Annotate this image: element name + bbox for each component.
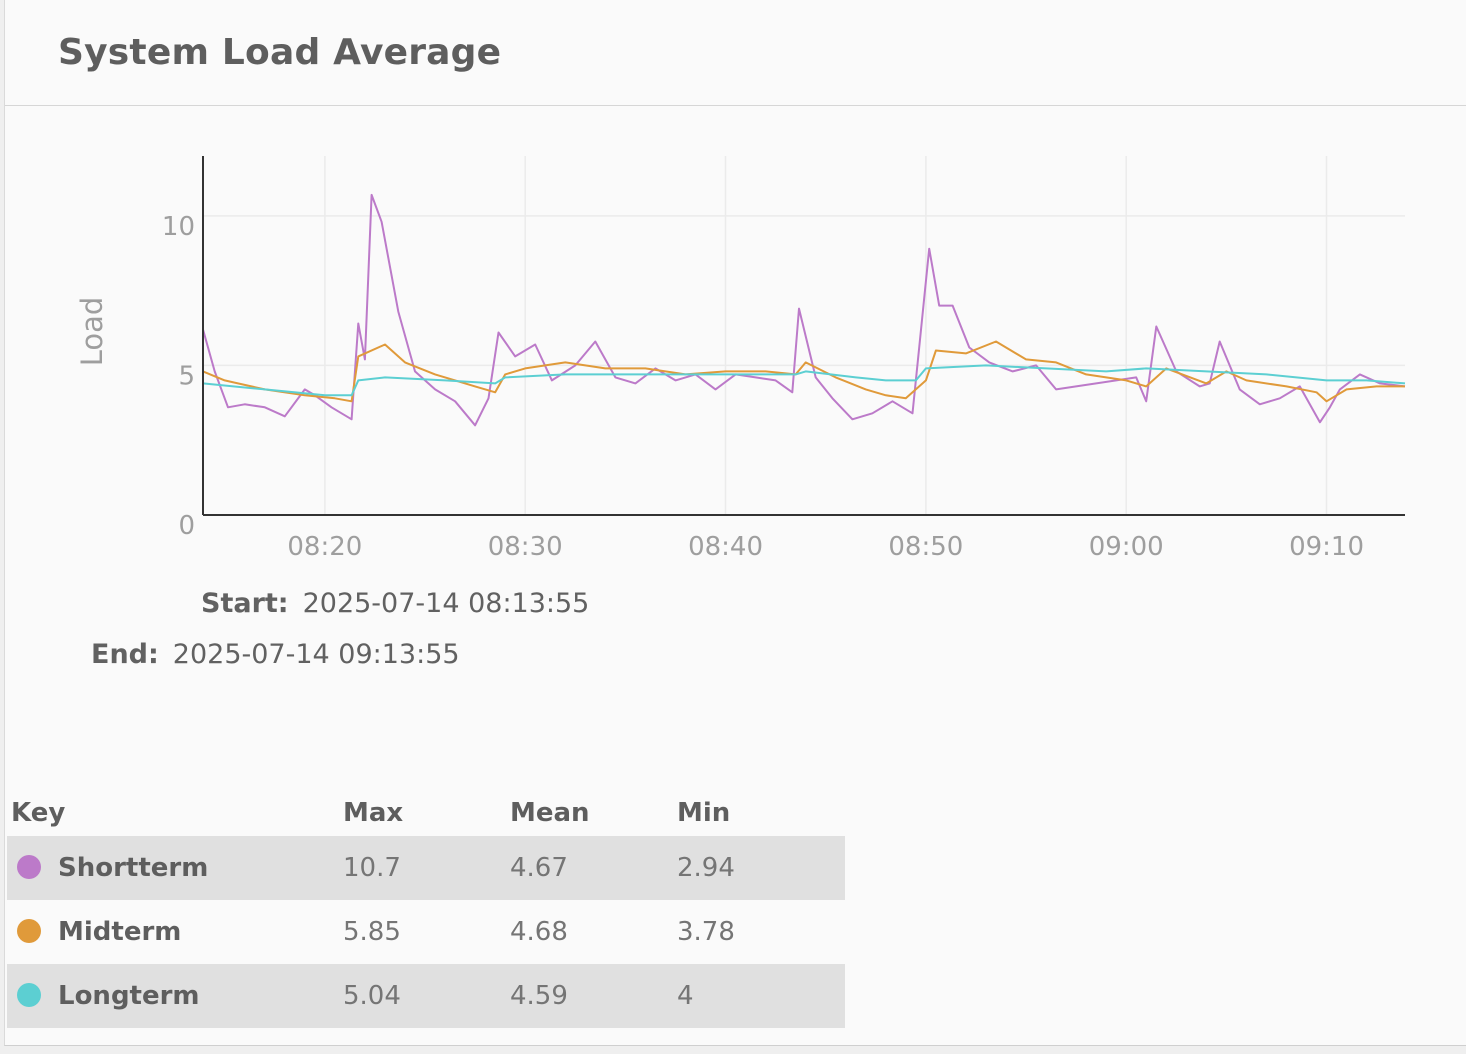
- series-name: Shortterm: [58, 853, 209, 883]
- series-color-dot: [17, 982, 41, 1007]
- x-tick-label: 09:00: [1089, 532, 1164, 562]
- range-start: Start: 2025-07-14 08:13:55: [201, 588, 589, 619]
- series-name: Midterm: [58, 917, 182, 947]
- range-end-value: 2025-07-14 09:13:55: [172, 639, 460, 670]
- x-tick-label: 08:30: [488, 532, 563, 562]
- y-tick-label: 10: [162, 212, 195, 242]
- max-header: Max: [343, 798, 404, 828]
- load-average-card: System Load Average 0 5 10 08:20 08:30 08:40 0…: [4, 0, 1466, 1046]
- series-color-dot: [17, 918, 41, 943]
- min-header: Min: [677, 798, 731, 828]
- page-title: System Load Average: [58, 32, 502, 73]
- load-line-chart: 0 5 10 08:20 08:30 08:40 08:50 09:00 09:10 Load: [75, 156, 1406, 562]
- series-name-cell: Shortterm: [7, 836, 343, 900]
- max-cell: 5.04: [343, 964, 510, 1028]
- min-cell: 4: [677, 964, 845, 1028]
- key-table: Key Max Mean Min Shortterm 10.7 4.67 2.94 Mi…: [7, 790, 845, 1028]
- series-name-cell: Longterm: [7, 964, 343, 1028]
- series-line-midterm: [202, 340, 1405, 403]
- card-header: System Load Average: [5, 0, 1466, 106]
- y-tick-label: 5: [178, 361, 195, 391]
- series-name-cell: Midterm: [7, 900, 343, 964]
- y-axis-label: Load: [75, 297, 109, 367]
- series-name: Longterm: [58, 981, 200, 1011]
- range-start-value: 2025-07-14 08:13:55: [302, 588, 590, 619]
- table-row: Longterm 5.04 4.59 4: [7, 964, 845, 1028]
- x-tick-label: 08:50: [888, 532, 963, 562]
- max-cell: 10.7: [343, 836, 510, 900]
- range-start-label: Start:: [201, 588, 289, 619]
- mean-cell: 4.59: [510, 964, 677, 1028]
- range-end-label: End:: [91, 639, 159, 670]
- mean-cell: 4.67: [510, 836, 677, 900]
- x-tick-label: 09:10: [1289, 532, 1364, 562]
- series-line-shortterm: [202, 193, 1406, 427]
- min-cell: 3.78: [677, 917, 735, 947]
- key-header: Key: [11, 798, 66, 828]
- mean-header: Mean: [510, 798, 590, 828]
- key-table-header: Key Max Mean Min: [7, 790, 845, 836]
- series-color-dot: [17, 854, 41, 879]
- max-cell: 5.85: [343, 917, 401, 947]
- range-end: End: 2025-07-14 09:13:55: [91, 639, 460, 670]
- y-tick-label: 0: [178, 511, 195, 541]
- min-cell: 2.94: [677, 836, 845, 900]
- mean-cell: 4.68: [510, 917, 568, 947]
- x-tick-label: 08:20: [287, 532, 362, 562]
- table-row: Shortterm 10.7 4.67 2.94: [7, 836, 845, 900]
- series-line-longterm: [202, 364, 1406, 397]
- table-row: Midterm 5.85 4.68 3.78: [7, 900, 845, 964]
- x-tick-label: 08:40: [688, 532, 763, 562]
